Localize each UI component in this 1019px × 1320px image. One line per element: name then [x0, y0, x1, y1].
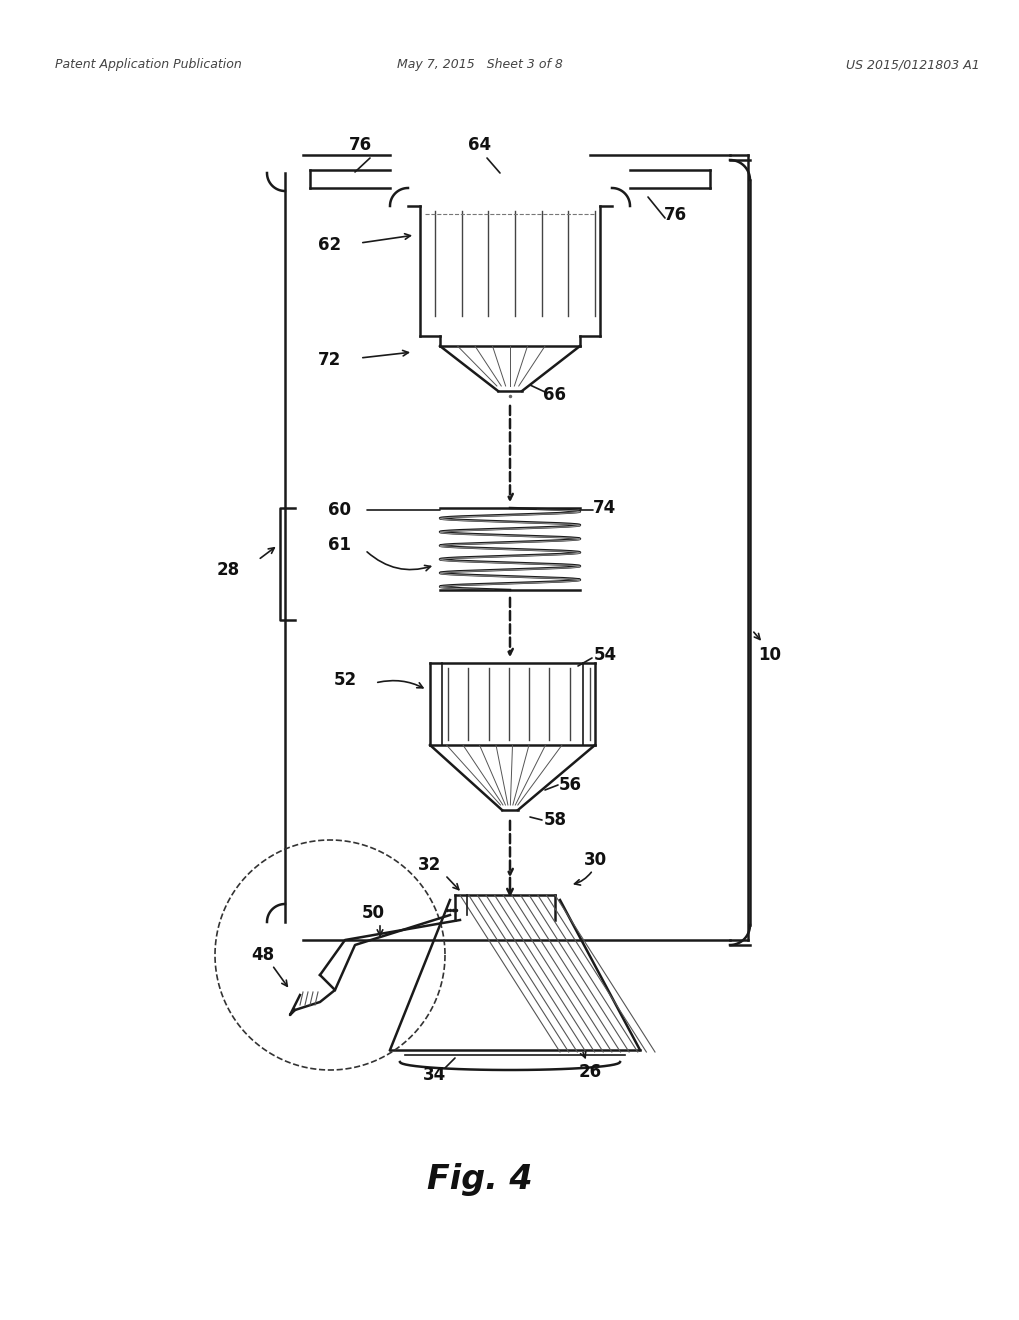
Text: Patent Application Publication: Patent Application Publication: [55, 58, 242, 71]
Text: 54: 54: [593, 645, 615, 664]
Text: 56: 56: [558, 776, 581, 795]
Text: 52: 52: [333, 671, 357, 689]
Text: 61: 61: [328, 536, 352, 554]
Text: 76: 76: [662, 206, 686, 224]
Text: 48: 48: [252, 946, 274, 964]
Text: 26: 26: [578, 1063, 601, 1081]
Text: 50: 50: [361, 904, 384, 921]
Text: May 7, 2015   Sheet 3 of 8: May 7, 2015 Sheet 3 of 8: [396, 58, 562, 71]
Text: 32: 32: [418, 855, 441, 874]
Text: Fig. 4: Fig. 4: [427, 1163, 532, 1196]
Text: 10: 10: [758, 645, 781, 664]
Text: 64: 64: [468, 136, 491, 154]
Text: 34: 34: [423, 1067, 446, 1084]
Text: 66: 66: [543, 385, 566, 404]
Text: 60: 60: [328, 502, 352, 519]
Text: 74: 74: [593, 499, 616, 517]
Text: 58: 58: [543, 810, 566, 829]
Text: 30: 30: [583, 851, 606, 869]
Text: 62: 62: [318, 236, 341, 253]
Text: US 2015/0121803 A1: US 2015/0121803 A1: [846, 58, 979, 71]
Text: 76: 76: [348, 136, 371, 154]
Text: 72: 72: [318, 351, 341, 370]
Text: 28: 28: [216, 561, 239, 579]
